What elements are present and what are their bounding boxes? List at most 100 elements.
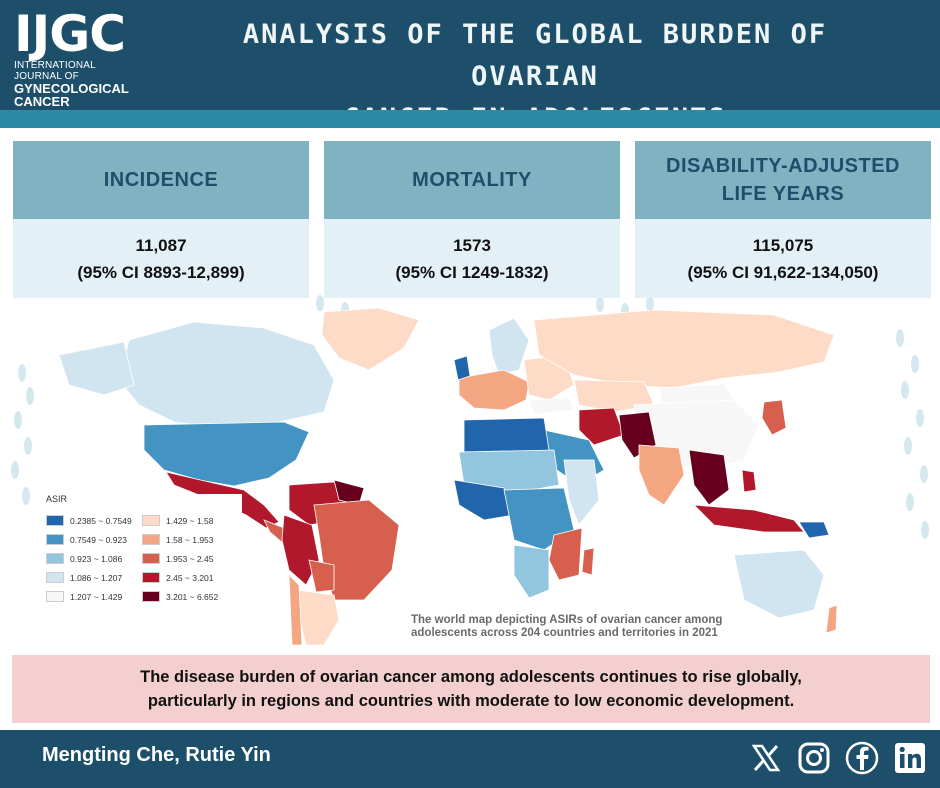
- legend-swatch-8: [142, 553, 160, 564]
- world-map: [34, 300, 840, 645]
- map-region-iran: [578, 407, 625, 446]
- legend-label-9: 2.45 ~ 3.201: [166, 572, 214, 583]
- legend-swatch-7: [142, 534, 160, 545]
- legend-label-1: 0.2385 ~ 0.7549: [70, 515, 132, 526]
- map-region-bolivia: [308, 559, 335, 593]
- logo-line-1: INTERNATIONAL JOURNAL OF: [14, 60, 96, 82]
- summary-line-2: particularly in regions and countries wi…: [147, 692, 795, 710]
- stat-heading-dalys-line-1: DISABILITY-ADJUSTED: [666, 155, 900, 177]
- stat-body-incidence: 11,087 (95% CI 8893-12,899): [13, 219, 309, 298]
- map-caption: The world map depicting ASIRs of ovarian…: [411, 614, 841, 640]
- legend-swatch-10: [142, 591, 160, 602]
- map-caption-line-2: adolescents across 204 countries and ter…: [411, 627, 718, 639]
- map-caption-line-1: The world map depicting ASIRs of ovarian…: [411, 614, 723, 626]
- header-banner: IJGC INTERNATIONAL JOURNAL OF GYNECOLOGI…: [0, 0, 940, 134]
- map-region-southern-africa: [513, 544, 550, 599]
- legend-label-4: 1.086 ~ 1.207: [70, 572, 123, 583]
- legend-swatch-2: [46, 534, 64, 545]
- footer: Mengting Che, Rutie Yin: [0, 730, 940, 788]
- legend-label-10: 3.201 ~ 6.652: [166, 591, 219, 602]
- stat-card-dalys: DISABILITY-ADJUSTED LIFE YEARS 115,075 (…: [635, 141, 931, 298]
- logo-line-2: GYNECOLOGICAL: [14, 81, 129, 96]
- logo-mark: IJGC: [14, 5, 126, 63]
- map-region-new-zealand: [825, 604, 838, 634]
- map-region-russia: [533, 309, 835, 389]
- accent-strip: [0, 110, 940, 128]
- map-region-uk: [453, 355, 471, 381]
- legend-swatch-5: [46, 591, 64, 602]
- title-line-1: ANALYSIS OF THE GLOBAL BURDEN OF OVARIAN: [242, 19, 828, 92]
- map-region-scandinavia: [488, 317, 530, 376]
- linkedin-icon[interactable]: [892, 740, 928, 776]
- stat-heading-dalys: DISABILITY-ADJUSTED LIFE YEARS: [635, 141, 931, 219]
- world-map-graphic: [58, 307, 838, 645]
- map-region-usa: [143, 421, 310, 487]
- legend-swatch-3: [46, 553, 64, 564]
- map-region-japan-korea: [761, 399, 787, 436]
- map-region-canada: [118, 321, 335, 429]
- legend-item-4: 1.086 ~ 1.207: [46, 571, 122, 584]
- legend-label-3: 0.923 ~ 1.086: [70, 553, 123, 564]
- stat-card-incidence: INCIDENCE 11,087 (95% CI 8893-12,899): [13, 141, 309, 298]
- authors: Mengting Che, Rutie Yin: [42, 744, 271, 766]
- legend-label-7: 1.58 ~ 1.953: [166, 534, 214, 545]
- legend-item-9: 2.45 ~ 3.201: [142, 571, 214, 584]
- map-legend: ASIR 0.2385 ~ 0.7549 0.7549 ~ 0.923 0.92…: [42, 494, 242, 614]
- legend-swatch-4: [46, 572, 64, 583]
- legend-swatch-6: [142, 515, 160, 526]
- legend-label-6: 1.429 ~ 1.58: [166, 515, 214, 526]
- summary-box: The disease burden of ovarian cancer amo…: [12, 655, 930, 723]
- map-region-alaska: [58, 341, 135, 396]
- stat-value-dalys: 115,075: [752, 235, 814, 255]
- journal-logo: IJGC INTERNATIONAL JOURNAL OF GYNECOLOGI…: [14, 8, 144, 108]
- map-region-philippines: [741, 469, 757, 493]
- map-region-peru: [281, 514, 320, 586]
- legend-label-5: 1.207 ~ 1.429: [70, 591, 123, 602]
- stat-body-mortality: 1573 (95% CI 1249-1832): [324, 219, 620, 298]
- map-region-argentina: [295, 589, 340, 645]
- map-region-southeast-africa: [548, 527, 583, 581]
- map-region-new-guinea: [798, 521, 830, 539]
- stat-heading-dalys-line-2: LIFE YEARS: [721, 183, 845, 205]
- legend-label-2: 0.7549 ~ 0.923: [70, 534, 127, 545]
- stat-value-mortality: 1573: [453, 235, 491, 255]
- map-region-brazil: [313, 499, 400, 601]
- map-region-australia: [733, 549, 825, 619]
- map-region-turkey: [528, 397, 575, 415]
- stat-heading-mortality: MORTALITY: [324, 141, 620, 219]
- decorative-dots: [11, 295, 929, 539]
- legend-title: ASIR: [46, 494, 68, 504]
- map-region-kazakhstan: [573, 379, 655, 413]
- stat-card-mortality: MORTALITY 1573 (95% CI 1249-1832): [324, 141, 620, 298]
- stat-ci-incidence: (95% CI 8893-12,899): [77, 262, 245, 282]
- legend-swatch-1: [46, 515, 64, 526]
- summary-line-1: The disease burden of ovarian cancer amo…: [140, 668, 802, 686]
- legend-item-2: 0.7549 ~ 0.923: [46, 533, 127, 546]
- map-region-chile: [288, 573, 303, 645]
- stat-heading-incidence: INCIDENCE: [13, 141, 309, 219]
- map-region-east-africa: [563, 459, 600, 526]
- map-region-western-europe: [458, 369, 530, 411]
- logo-line-3: CANCER: [14, 94, 70, 109]
- map-region-indonesia: [692, 504, 805, 533]
- map-region-west-africa: [453, 479, 515, 521]
- legend-item-8: 1.953 ~ 2.45: [142, 552, 214, 565]
- map-region-greenland: [321, 307, 420, 371]
- facebook-icon[interactable]: [844, 740, 880, 776]
- legend-swatch-9: [142, 572, 160, 583]
- stat-value-incidence: 11,087: [135, 235, 187, 255]
- instagram-icon[interactable]: [796, 740, 832, 776]
- legend-item-10: 3.201 ~ 6.652: [142, 590, 218, 603]
- legend-label-8: 1.953 ~ 2.45: [166, 553, 214, 564]
- x-icon[interactable]: [748, 740, 784, 776]
- map-region-india: [638, 444, 685, 506]
- map-region-madagascar: [581, 547, 595, 576]
- legend-item-1: 0.2385 ~ 0.7549: [46, 514, 132, 527]
- stat-body-dalys: 115,075 (95% CI 91,622-134,050): [635, 219, 931, 298]
- legend-item-6: 1.429 ~ 1.58: [142, 514, 214, 527]
- legend-item-3: 0.923 ~ 1.086: [46, 552, 122, 565]
- stat-ci-mortality: (95% CI 1249-1832): [395, 262, 549, 282]
- stat-ci-dalys: (95% CI 91,622-134,050): [687, 262, 879, 282]
- legend-item-7: 1.58 ~ 1.953: [142, 533, 214, 546]
- legend-item-5: 1.207 ~ 1.429: [46, 590, 122, 603]
